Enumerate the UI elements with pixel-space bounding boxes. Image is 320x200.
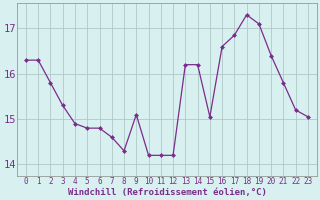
X-axis label: Windchill (Refroidissement éolien,°C): Windchill (Refroidissement éolien,°C): [68, 188, 266, 197]
